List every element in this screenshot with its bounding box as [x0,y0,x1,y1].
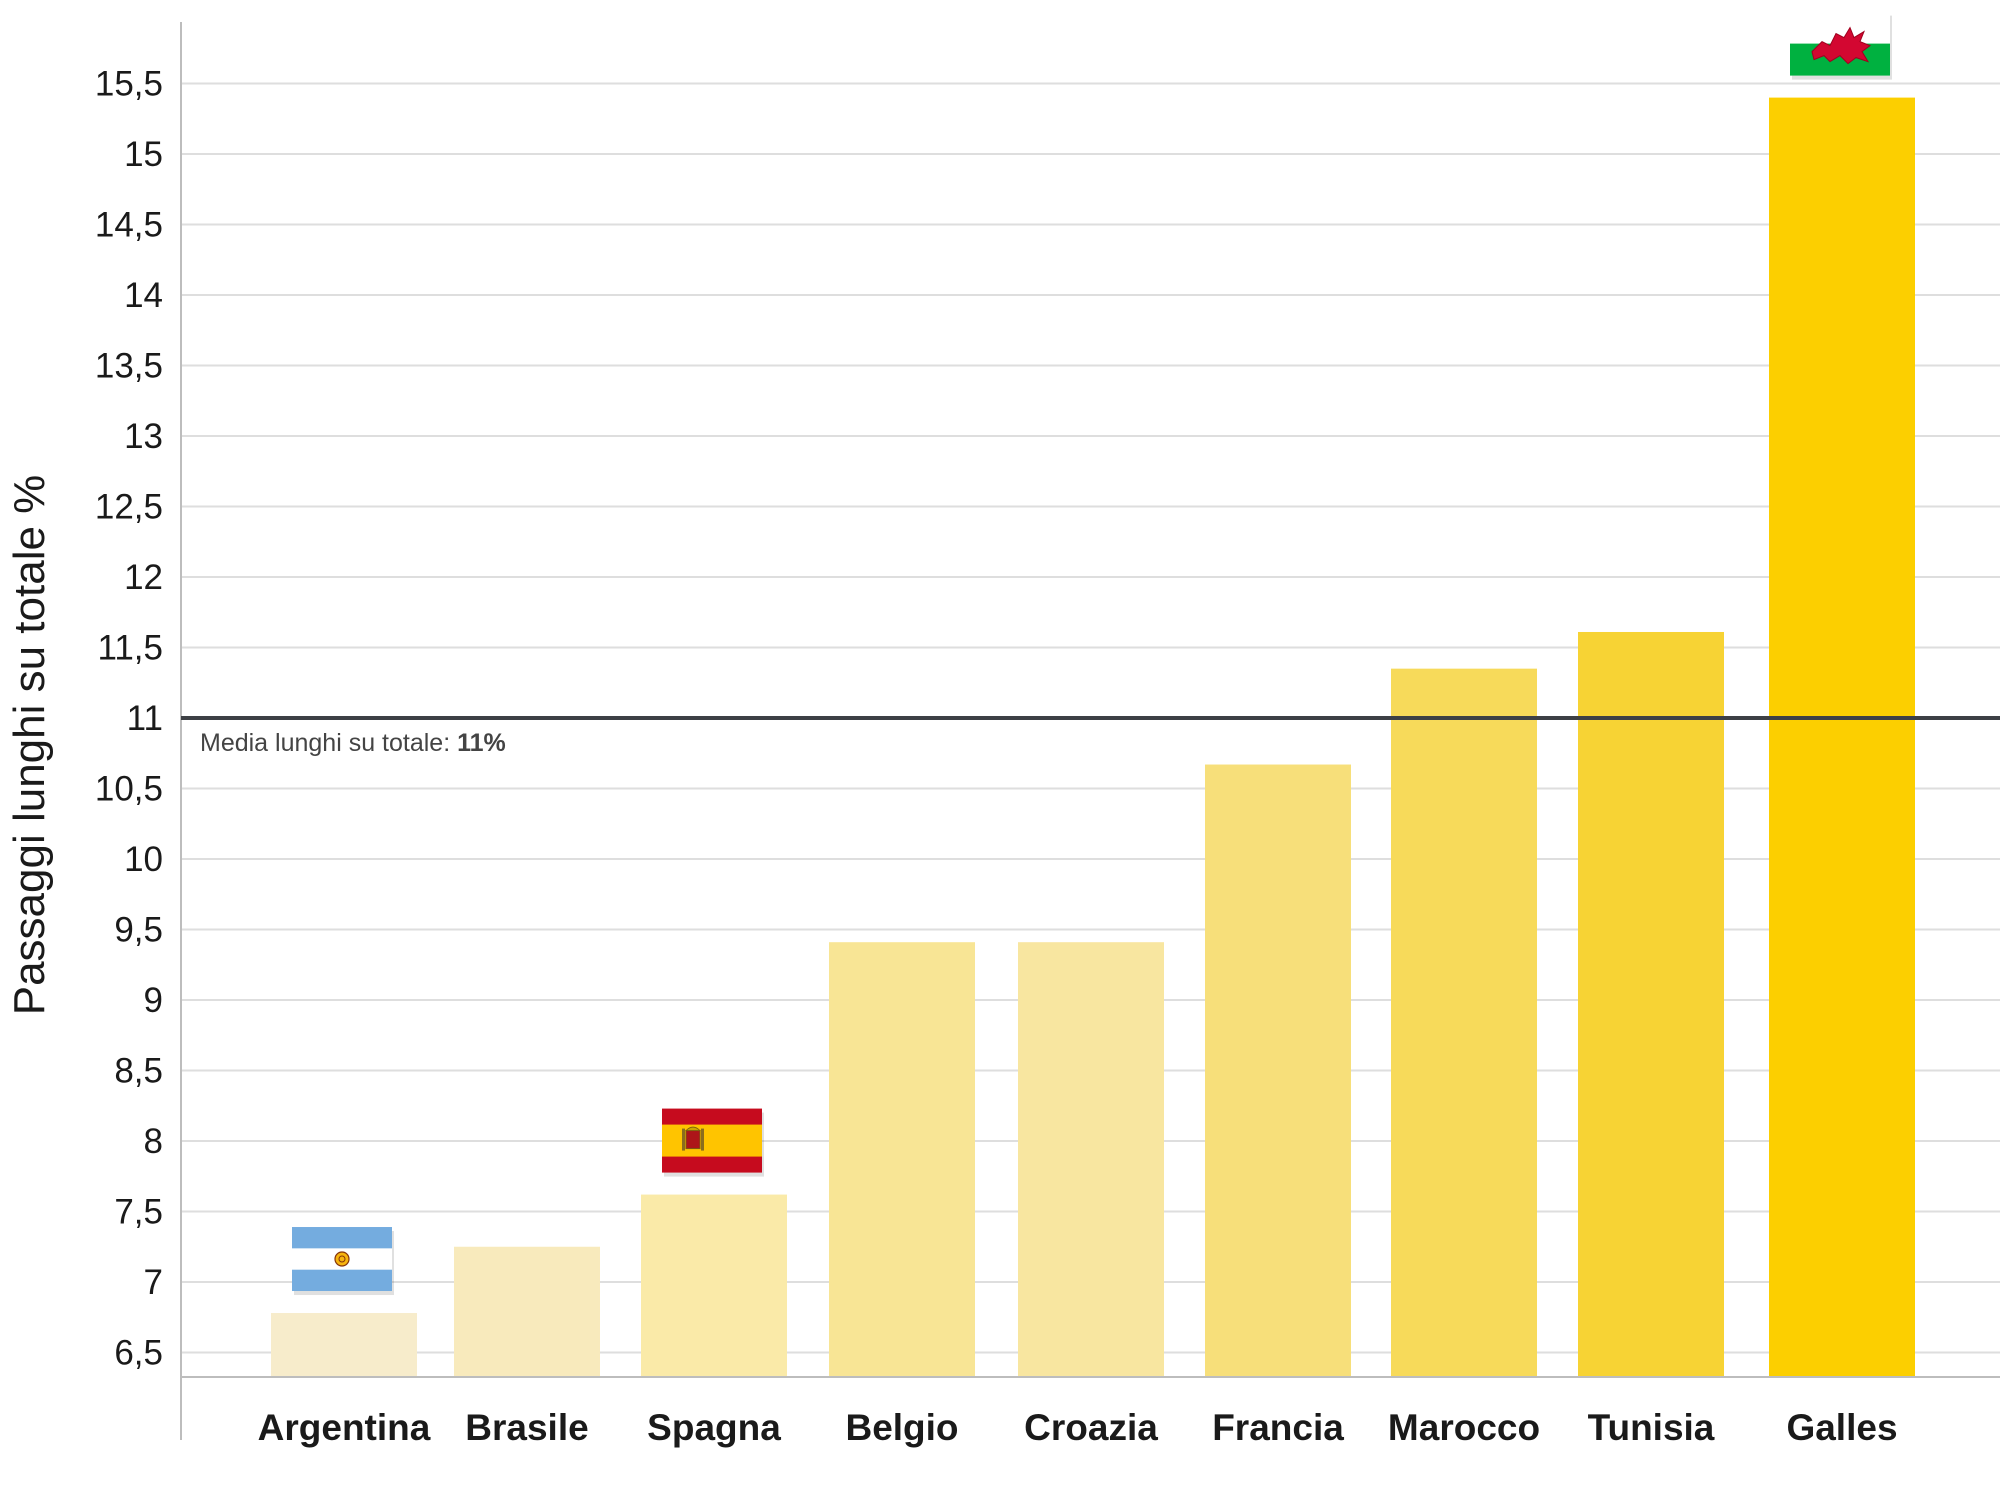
x-tick-label: Belgio [845,1407,958,1448]
y-tick-label: 7,5 [114,1193,163,1232]
average-reference-value: 11% [457,729,506,757]
average-reference-label: Media lunghi su totale: 11% [200,729,506,757]
x-tick-label: Galles [1786,1407,1897,1448]
y-tick-label: 14 [124,276,163,315]
y-tick-label: 11 [127,699,163,738]
wales-flag-icon [1790,11,1892,80]
y-tick-label: 11,5 [97,629,163,668]
bar [1018,942,1164,1377]
bar [1205,764,1351,1377]
y-axis-title: Passaggi lunghi su totale % [5,475,54,1016]
bar [1391,668,1537,1377]
y-tick-label: 13,5 [95,347,163,386]
bar [1769,97,1915,1378]
bar [641,1194,787,1377]
bars [271,97,1915,1378]
spain-flag-icon [662,1108,764,1177]
y-tick-label: 8,5 [114,1052,163,1091]
y-tick-label: 13 [124,417,163,456]
gridlines [181,82,2000,1354]
y-tick-label: 10 [124,840,163,879]
y-tick-label: 10,5 [95,770,163,809]
y-tick-label: 12 [124,558,163,597]
bar [271,1313,417,1377]
flags [292,11,1892,1296]
y-tick-label: 14,5 [95,206,163,245]
x-tick-label: Brasile [465,1407,588,1448]
x-tick-label: Spagna [647,1407,781,1448]
argentina-flag-icon [292,1227,394,1296]
y-tick-label: 7 [144,1263,163,1302]
y-tick-label: 9,5 [114,911,163,950]
y-tick-label: 8 [144,1122,163,1161]
x-axis-labels: Argentina Brasile Spagna Belgio Croazia Franc… [258,1407,1898,1448]
bar [829,942,975,1377]
x-tick-label: Francia [1212,1407,1344,1448]
x-tick-label: Croazia [1024,1407,1158,1448]
y-axis-ticks: 6,5 7 7,5 8 8,5 9 9,5 10 10,5 11 11,5 12 12,5 13 13,5 1… [95,65,163,1373]
bar [1578,631,1724,1377]
y-tick-label: 15 [124,135,163,174]
y-tick-label: 9 [144,981,163,1020]
y-tick-label: 15,5 [95,65,163,104]
x-tick-label: Marocco [1388,1407,1540,1448]
x-tick-label: Argentina [258,1407,431,1448]
average-reference-label-text: Media lunghi su totale: [200,729,457,757]
y-tick-label: 12,5 [95,488,163,527]
reference-line-group: Media lunghi su totale: 11% [181,716,2000,757]
y-tick-label: 6,5 [114,1334,163,1373]
x-tick-label: Tunisia [1588,1407,1715,1448]
bar [454,1246,600,1377]
